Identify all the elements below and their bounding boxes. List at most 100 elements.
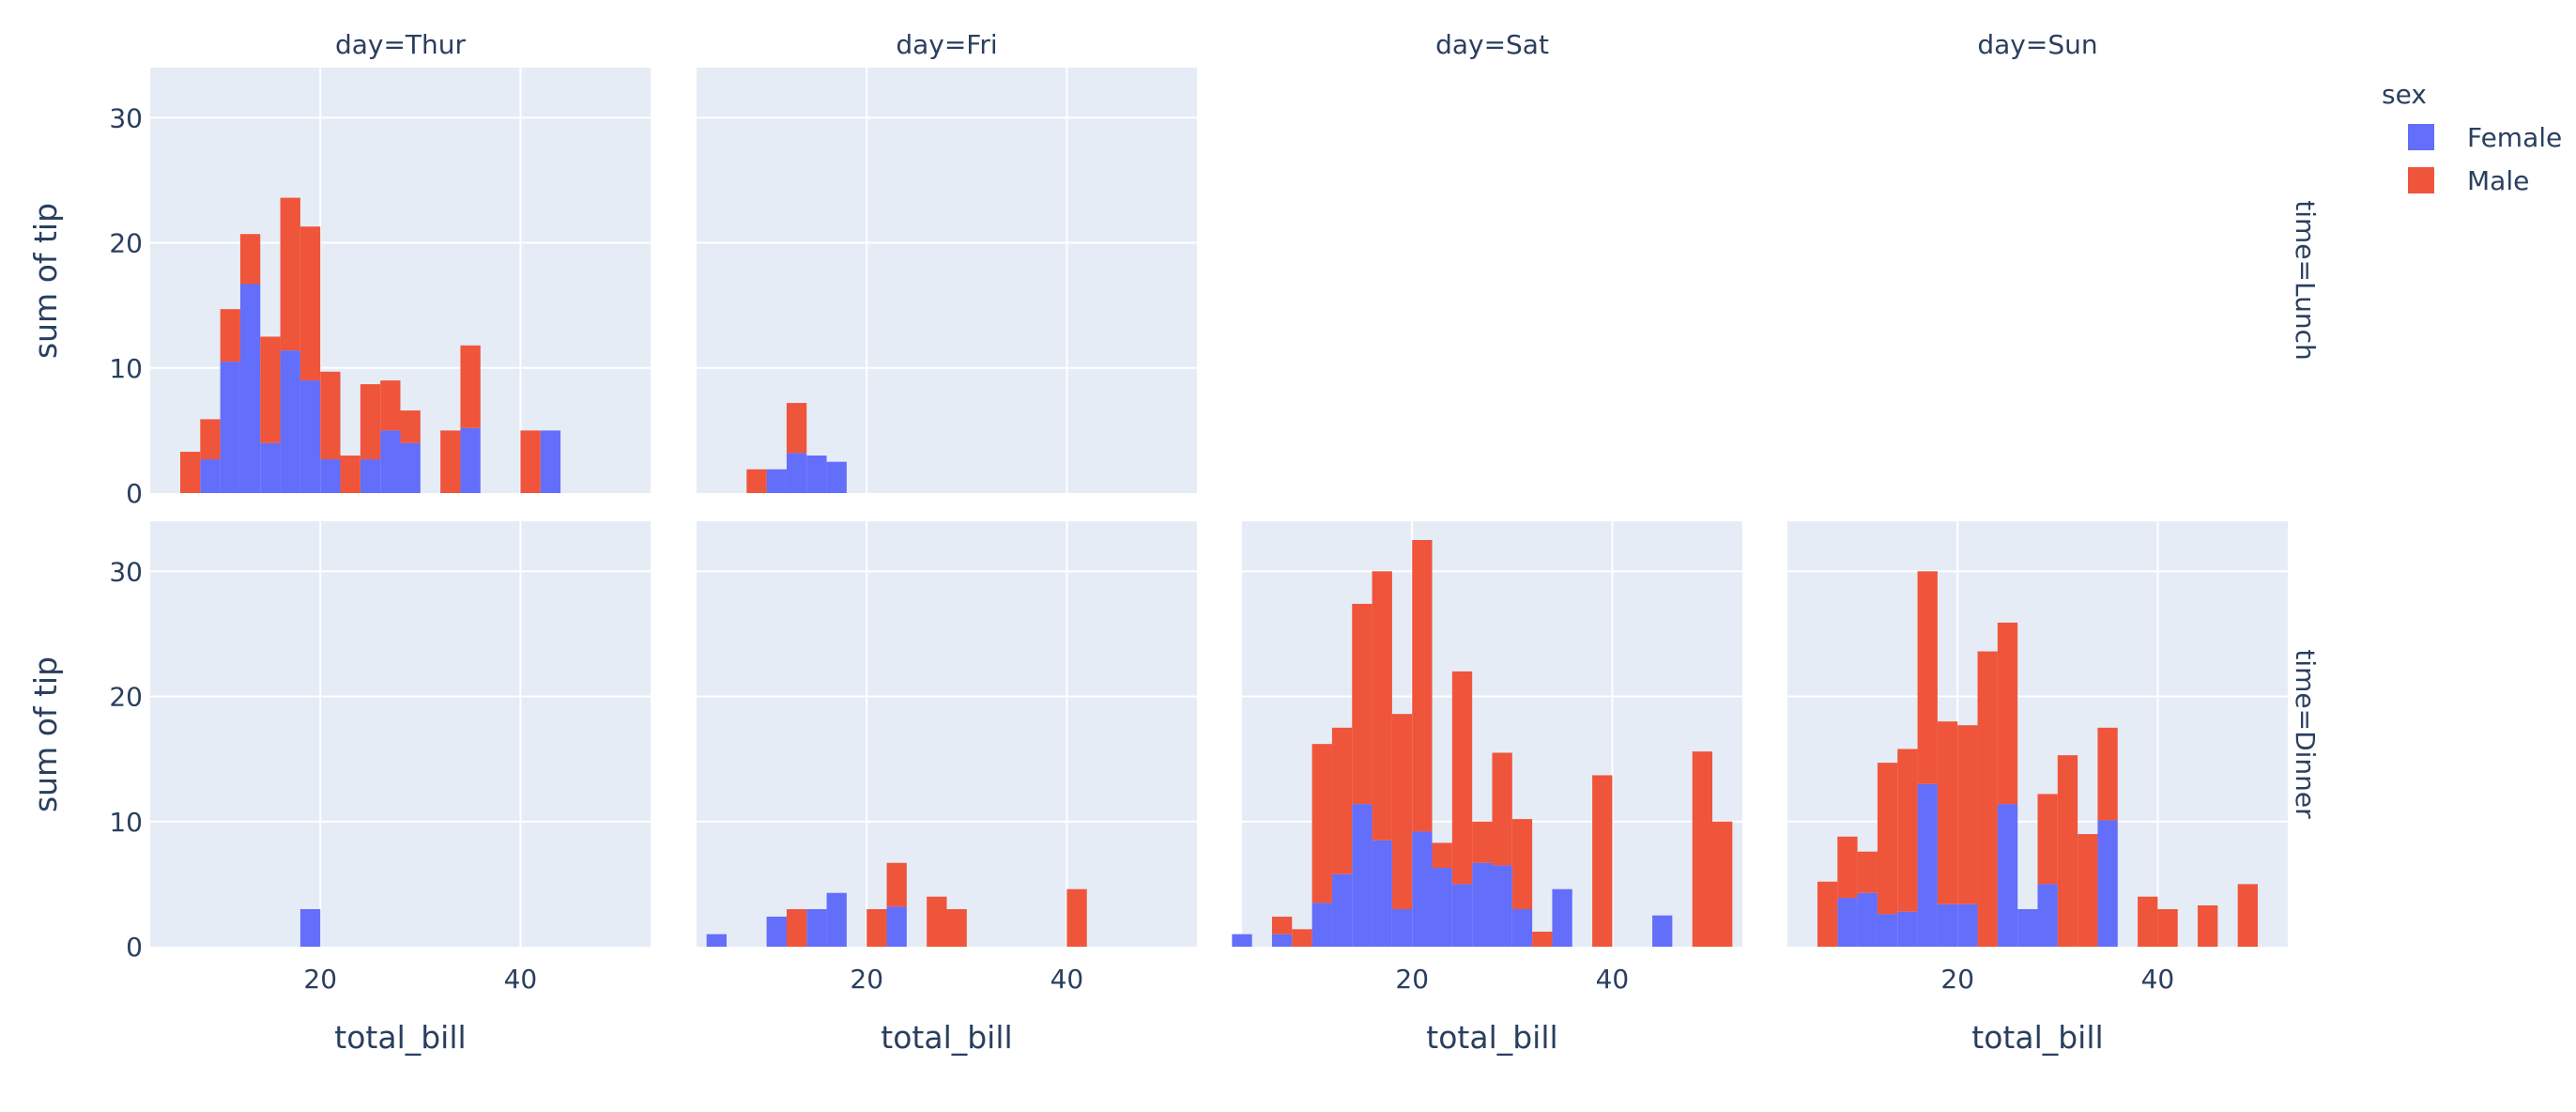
bar-female — [260, 442, 281, 493]
column-label: day=Fri — [896, 29, 997, 60]
x-tick-label: 40 — [1596, 964, 1630, 995]
y-tick-label: 0 — [126, 932, 143, 963]
legend-item-male[interactable]: Male — [2467, 165, 2529, 196]
x-tick-label: 20 — [1940, 964, 1974, 995]
bar-female — [1492, 865, 1512, 947]
y-tick-label: 10 — [109, 353, 143, 384]
bar-female — [1472, 862, 1493, 947]
bar-male — [2037, 794, 2058, 885]
bar-female — [1652, 915, 1673, 947]
bar-male — [1692, 751, 1713, 947]
legend-title: sex — [2382, 79, 2427, 110]
bar-female — [1451, 884, 1473, 947]
bar-male — [460, 345, 481, 428]
bar-female — [400, 442, 421, 493]
bar-male — [1292, 929, 1312, 947]
bar-male — [786, 909, 807, 947]
bar-male — [1472, 821, 1493, 863]
bar-male — [1511, 819, 1533, 910]
bar-female — [1331, 873, 1353, 947]
bar-female — [460, 427, 481, 493]
legend-swatch-male[interactable] — [2408, 167, 2434, 193]
row-label: time=Dinner — [2290, 649, 2321, 819]
bar-male — [1592, 775, 1613, 947]
plot-background — [697, 521, 1197, 947]
bar-male — [299, 226, 321, 381]
legend-item-female[interactable]: Female — [2467, 122, 2562, 153]
bar-female — [1837, 898, 1858, 947]
bar-male — [1492, 752, 1512, 866]
bar-male — [1917, 571, 1938, 784]
x-axis-title: total_bill — [881, 1019, 1012, 1056]
bar-male — [2198, 905, 2218, 947]
panel-fri-dinner: 20 40 — [697, 521, 1197, 995]
bar-female — [1352, 804, 1372, 947]
bar-male — [320, 371, 341, 460]
bar-female — [299, 909, 321, 947]
facet-labels: day=Thur day=Fri day=Sat day=Sun time=Lunch t… — [335, 29, 2321, 819]
panel-thur-lunch: 0 10 20 30 — [109, 68, 651, 509]
bar-female — [1997, 804, 2018, 947]
bar-female — [2097, 820, 2118, 947]
column-label: day=Sun — [1977, 29, 2097, 60]
bar-male — [2237, 884, 2259, 947]
bar-female — [1271, 934, 1293, 947]
bar-male — [1271, 917, 1293, 934]
bar-female — [320, 459, 341, 493]
x-tick-label: 40 — [1050, 964, 1084, 995]
bar-female — [360, 459, 381, 493]
bar-male — [1977, 651, 1998, 947]
x-axis-title: total_bill — [1971, 1019, 2103, 1056]
x-axis-title: total_bill — [1426, 1019, 1557, 1056]
bar-male — [1372, 571, 1392, 841]
bar-male — [1352, 603, 1372, 805]
x-tick-label: 20 — [1395, 964, 1429, 995]
bar-male — [1957, 725, 1978, 904]
legend-swatch-female[interactable] — [2408, 124, 2434, 150]
bar-male — [400, 410, 421, 443]
bar-female — [1917, 783, 1938, 947]
bar-female — [1877, 914, 1898, 947]
bar-female — [806, 456, 827, 493]
column-label: day=Thur — [335, 29, 467, 60]
bar-male — [380, 380, 401, 431]
bar-female — [540, 430, 561, 493]
bar-female — [299, 380, 321, 493]
bar-female — [1511, 909, 1533, 947]
y-tick-label: 30 — [109, 102, 143, 133]
bar-female — [239, 284, 261, 493]
bar-female — [2037, 884, 2058, 947]
bar-female — [1937, 904, 1958, 947]
bar-male — [200, 419, 221, 460]
x-tick-label: 20 — [303, 964, 337, 995]
bar-male — [1897, 749, 1918, 912]
bar-female — [200, 459, 221, 493]
row-label: time=Lunch — [2290, 200, 2321, 360]
bar-male — [1331, 727, 1353, 874]
legend: sex Female Male — [2382, 79, 2562, 196]
bar-male — [1391, 714, 1413, 910]
bar-male — [1857, 851, 1878, 893]
bar-male — [280, 197, 300, 351]
bar-male — [179, 452, 201, 493]
bar-female — [1372, 840, 1392, 947]
bar-male — [340, 456, 360, 493]
x-tick-label: 40 — [504, 964, 538, 995]
plot-background — [697, 68, 1197, 493]
bar-male — [239, 234, 261, 285]
y-axis-title-top: sum of tip — [27, 203, 64, 359]
bar-female — [826, 892, 847, 947]
bar-female — [1432, 868, 1452, 947]
bar-female — [886, 906, 907, 947]
bar-male — [1432, 842, 1452, 869]
bar-male — [946, 909, 967, 947]
panel-thur-dinner: 0 10 20 30 20 40 — [109, 521, 651, 995]
x-tick-label: 20 — [850, 964, 883, 995]
bar-female — [1232, 934, 1252, 947]
bar-female — [1857, 892, 1878, 947]
bar-female — [1552, 888, 1572, 947]
bar-male — [1817, 881, 1838, 947]
bar-male — [1837, 836, 1858, 899]
bar-male — [1311, 744, 1332, 904]
